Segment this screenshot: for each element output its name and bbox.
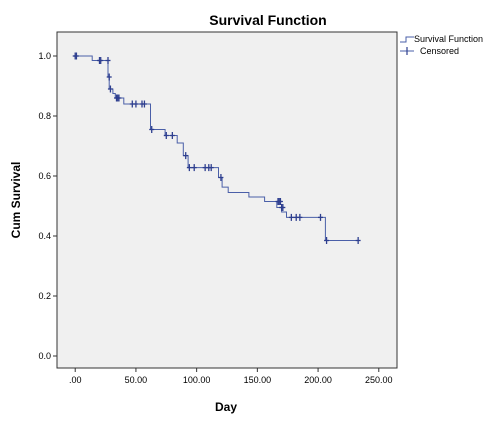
x-axis: .00 50.00 100.00 150.00 200.00 250.00 <box>69 368 393 385</box>
x-tick-label: 100.00 <box>183 375 211 385</box>
x-tick-label: 50.00 <box>125 375 148 385</box>
censored-marker <box>133 100 139 108</box>
censored-marker <box>297 213 303 221</box>
censored-marker <box>218 174 224 181</box>
x-tick-label: 250.00 <box>365 375 393 385</box>
legend: Survival Function Censored <box>400 34 483 56</box>
plot-area <box>56 31 398 369</box>
censored-marker <box>106 73 112 81</box>
y-tick-label: 0.8 <box>38 111 51 121</box>
censored-marker <box>324 237 330 244</box>
censored-marker <box>288 213 294 221</box>
censored-marker <box>355 237 361 244</box>
x-axis-label: Day <box>215 400 237 414</box>
y-tick-label: 0.6 <box>38 171 51 181</box>
censored-marker <box>169 132 175 139</box>
legend-label-survival-function: Survival Function <box>414 34 483 44</box>
censored-marker <box>107 85 113 93</box>
censored-marker <box>277 198 283 205</box>
y-tick-label: 0.2 <box>38 291 51 301</box>
y-tick-label: 0.0 <box>38 351 51 361</box>
y-axis-label: Cum Survival <box>9 162 23 239</box>
censored-marker <box>191 164 197 172</box>
x-tick-label: 200.00 <box>304 375 332 385</box>
x-tick-label: 150.00 <box>244 375 272 385</box>
censored-marker <box>208 164 214 172</box>
censored-marker <box>163 132 169 139</box>
legend-swatch-survival-function <box>400 36 414 43</box>
x-tick-label: .00 <box>69 375 82 385</box>
censored-marker <box>186 164 192 172</box>
censored-marker <box>183 152 189 160</box>
y-tick-label: 0.4 <box>38 231 51 241</box>
legend-item-survival-function: Survival Function <box>400 34 483 44</box>
legend-label-censored: Censored <box>420 46 459 56</box>
y-tick-label: 1.0 <box>38 51 51 61</box>
censored-marker <box>141 100 147 108</box>
censored-marker <box>98 57 104 64</box>
chart-title: Survival Function <box>209 12 326 28</box>
censored-marker <box>73 52 79 60</box>
censored-marker <box>116 94 122 102</box>
censored-marker <box>149 126 155 133</box>
y-axis: 0.0 0.2 0.4 0.6 0.8 1.0 <box>38 51 57 361</box>
legend-item-censored: Censored <box>400 46 459 56</box>
censored-marker <box>318 213 323 221</box>
censored-marker <box>280 204 286 211</box>
series-layer <box>72 52 361 244</box>
censored-marker <box>105 57 111 64</box>
